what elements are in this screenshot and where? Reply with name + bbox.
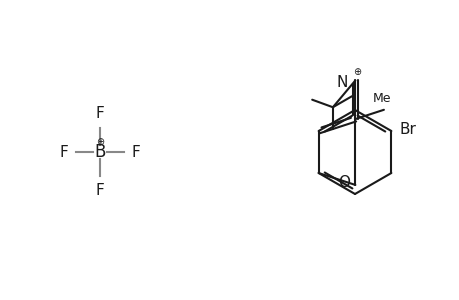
Text: F: F [59,145,68,160]
Text: ⊕: ⊕ [96,137,104,147]
Text: ⊕: ⊕ [353,68,361,77]
Text: N: N [335,75,347,90]
Text: O: O [338,176,350,190]
Text: Me: Me [372,92,390,105]
Text: Br: Br [398,122,415,136]
Text: B: B [94,143,106,161]
Text: F: F [132,145,140,160]
Text: F: F [95,106,104,121]
Text: F: F [95,183,104,198]
